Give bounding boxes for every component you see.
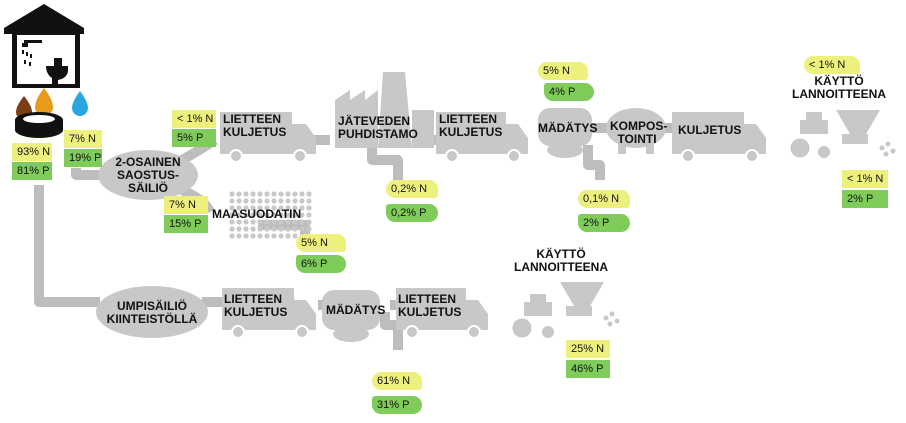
digestion-2-phosphorus-badge: 31% P	[372, 396, 422, 414]
tractor-spreader-1-icon	[787, 110, 896, 161]
digestion-1-label: MÄDÄTYS	[538, 121, 598, 135]
source-nitrogen-badge: 93% N	[12, 143, 52, 161]
digestion-1-nitrogen-badge: 0,1% N	[578, 190, 630, 208]
sludge-transport-1-label: LIETTEEN KULJETUS	[223, 112, 287, 139]
sludge-truck-4-icon	[222, 288, 316, 339]
filter-inflow-phosphorus-badge: 15% P	[164, 215, 208, 233]
filter-outflow-nitrogen-badge: 5% N	[296, 234, 346, 252]
composting-label: KOMPOS- TOINTI	[610, 119, 668, 146]
fertilizer-1-nitrogen-badge: < 1% N	[842, 170, 888, 188]
digester-1-icon	[538, 108, 592, 158]
compost-drum-icon	[606, 108, 666, 154]
house-icon	[4, 4, 84, 88]
greywater-nitrogen-badge: 7% N	[64, 130, 102, 148]
tractor-spreader-2-icon	[509, 282, 620, 341]
sealed-tank-label: UMPISÄILIÖ KIINTEISTÖLLÄ	[106, 299, 198, 326]
two-chamber-tank-shape	[98, 150, 198, 200]
amber-droplet-icon	[35, 88, 53, 116]
source-phosphorus-badge: 81% P	[12, 162, 52, 180]
treatment-plant-label: JÄTEVEDEN PUHDISTAMO	[338, 114, 418, 141]
sludge-transport-2-label: LIETTEEN KULJETUS	[439, 112, 503, 139]
filter-outflow-phosphorus-badge: 6% P	[296, 255, 346, 273]
soil-filter-label: MAASUODATIN	[212, 207, 302, 221]
fertilizer-2-phosphorus-badge: 46% P	[566, 360, 610, 378]
sludge-truck-5-icon	[396, 288, 488, 339]
sealed-tank-shape	[96, 286, 208, 338]
digestion-2-nitrogen-badge: 61% N	[372, 372, 422, 390]
fertilizer-1-phosphorus-badge: 2% P	[842, 190, 888, 208]
fertilizer-1-emission-nitrogen-badge: < 1% N	[804, 56, 860, 74]
digestion-1-emission-nitrogen-badge: 5% N	[538, 62, 588, 80]
digestion-2-label: MÄDÄTYS	[326, 303, 386, 317]
fertilizer-use-2-label: KÄYTTÖ LANNOITTEENA	[514, 247, 608, 274]
transport-truck-icon	[672, 112, 766, 163]
digester-2-icon	[322, 290, 380, 342]
two-chamber-tank-label: 2-OSAINEN SAOSTUS- SÄILIÖ	[115, 155, 181, 195]
fertilizer-2-nitrogen-badge: 25% N	[566, 340, 610, 358]
soil-filter-icon	[229, 191, 312, 239]
sludge-transport-5-label: LIETTEEN KULJETUS	[398, 292, 462, 319]
sludge-truck-1-icon	[220, 112, 316, 163]
transport-1-nitrogen-badge: < 1% N	[172, 110, 216, 128]
transport-label: KULJETUS	[678, 123, 742, 137]
greywater-phosphorus-badge: 19% P	[64, 149, 102, 167]
blackwater-tank-icon	[15, 112, 63, 138]
sludge-truck-2-icon	[436, 112, 528, 163]
transport-1-phosphorus-badge: 5% P	[172, 129, 216, 147]
filter-inflow-nitrogen-badge: 7% N	[164, 196, 208, 214]
fertilizer-use-1-label: KÄYTTÖ LANNOITTEENA	[792, 74, 886, 101]
plant-effluent-phosphorus-badge: 0,2% P	[386, 204, 438, 222]
plant-effluent-nitrogen-badge: 0,2% N	[386, 180, 438, 198]
digestion-1-emission-phosphorus-badge: 4% P	[544, 83, 594, 101]
sludge-transport-4-label: LIETTEEN KULJETUS	[224, 292, 288, 319]
digestion-1-phosphorus-badge: 2% P	[578, 214, 630, 232]
blue-droplet-icon	[72, 91, 88, 116]
treatment-plant-icon	[335, 72, 434, 148]
